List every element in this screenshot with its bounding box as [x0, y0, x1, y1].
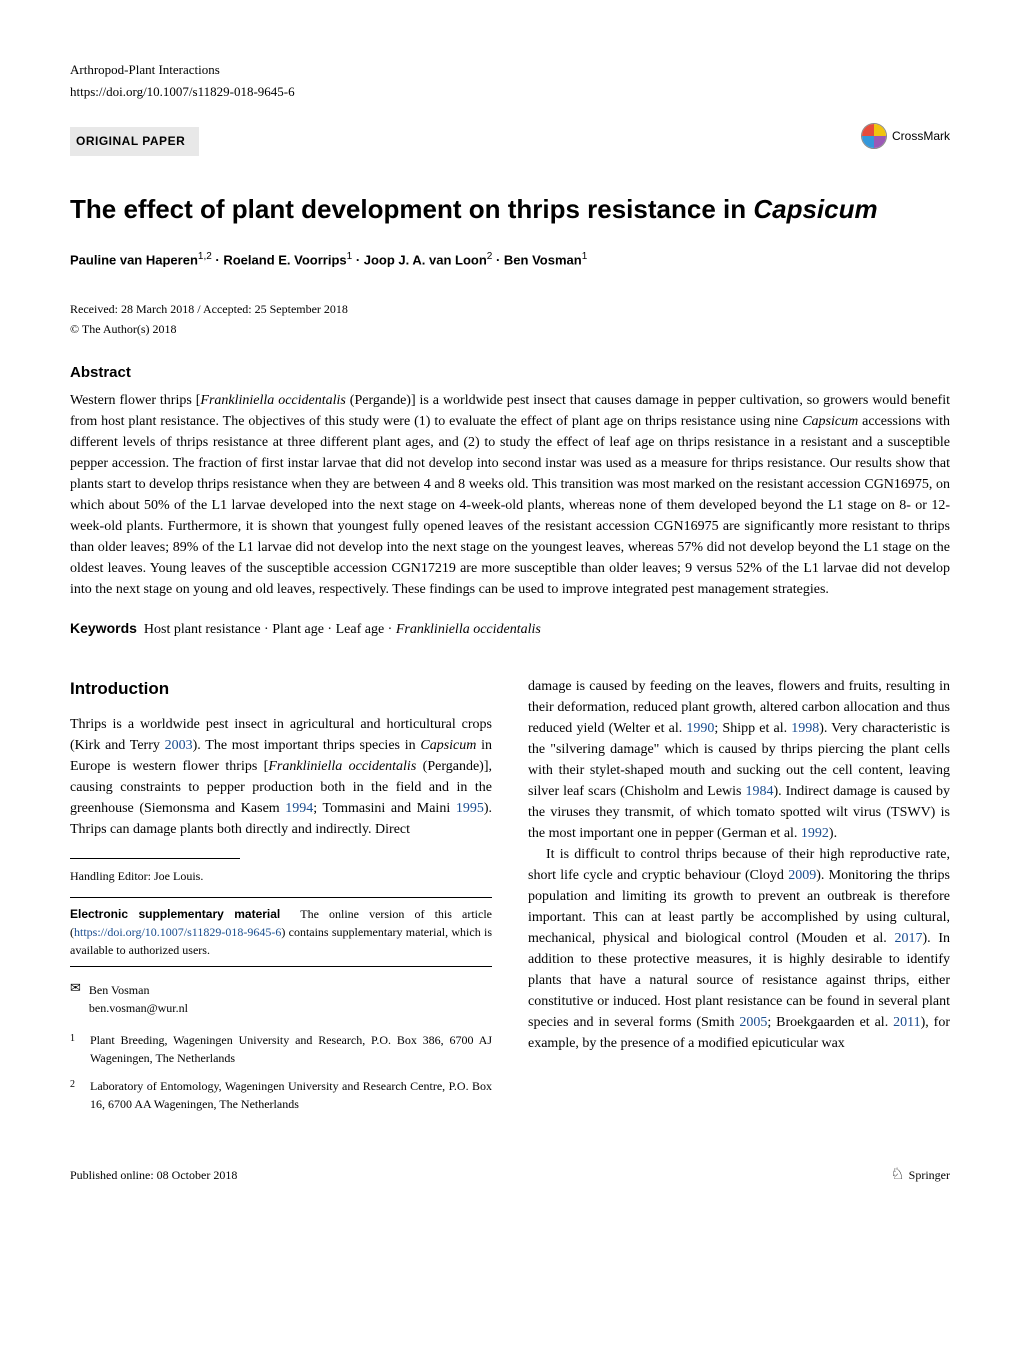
published-online: Published online: 08 October 2018 [70, 1166, 237, 1184]
two-column-body: Introduction Thrips is a worldwide pest … [70, 676, 950, 1123]
keywords-text: Host plant resistance · Plant age · Leaf… [144, 622, 541, 637]
introduction-heading: Introduction [70, 676, 492, 702]
abstract-heading: Abstract [70, 362, 950, 385]
intro-para-right-1: damage is caused by feeding on the leave… [528, 676, 950, 844]
aff-text-2: Laboratory of Entomology, Wageningen Uni… [90, 1077, 492, 1113]
received-accepted-dates: Received: 28 March 2018 / Accepted: 25 S… [70, 300, 950, 318]
corr-author-email[interactable]: ben.vosman@wur.nl [89, 999, 188, 1017]
crossmark-icon [861, 123, 887, 149]
crossmark-badge[interactable]: CrossMark [861, 123, 950, 156]
author-list: Pauline van Haperen1,2 · Roeland E. Voor… [70, 249, 950, 270]
divider [70, 858, 240, 859]
correspondence: ✉ Ben Vosman ben.vosman@wur.nl [70, 981, 492, 1017]
supp-label: Electronic supplementary material [70, 907, 280, 921]
affiliation-2: 2 Laboratory of Entomology, Wageningen U… [70, 1077, 492, 1113]
doi-link[interactable]: https://doi.org/10.1007/s11829-018-9645-… [70, 82, 950, 102]
crossmark-label: CrossMark [892, 127, 950, 145]
keywords-line: Keywords Host plant resistance · Plant a… [70, 618, 950, 640]
publisher-name: Springer [909, 1166, 950, 1184]
affiliation-1: 1 Plant Breeding, Wageningen University … [70, 1031, 492, 1067]
supp-link[interactable]: https://doi.org/10.1007/s11829-018-9645-… [74, 925, 281, 939]
envelope-icon: ✉ [70, 981, 81, 1017]
supplementary-box: Electronic supplementary material The on… [70, 897, 492, 967]
article-title: The effect of plant development on thrip… [70, 190, 950, 229]
paper-type-label: ORIGINAL PAPER [76, 134, 185, 148]
page-footer: Published online: 08 October 2018 ♘ Spri… [70, 1163, 950, 1187]
springer-horse-icon: ♘ [890, 1163, 904, 1187]
intro-para-right-2: It is difficult to control thrips becaus… [528, 844, 950, 1054]
aff-text-1: Plant Breeding, Wageningen University an… [90, 1031, 492, 1067]
paper-type-badge: ORIGINAL PAPER [70, 127, 199, 156]
intro-para-left: Thrips is a worldwide pest insect in agr… [70, 714, 492, 840]
journal-name: Arthropod-Plant Interactions [70, 60, 950, 80]
aff-num-2: 2 [70, 1077, 80, 1113]
aff-num-1: 1 [70, 1031, 80, 1067]
corr-author-name: Ben Vosman [89, 981, 188, 999]
copyright-line: © The Author(s) 2018 [70, 320, 950, 338]
right-column: damage is caused by feeding on the leave… [528, 676, 950, 1123]
left-column: Introduction Thrips is a worldwide pest … [70, 676, 492, 1123]
handling-editor: Handling Editor: Joe Louis. [70, 867, 492, 885]
abstract-body: Western flower thrips [Frankliniella occ… [70, 390, 950, 600]
keywords-label: Keywords [70, 620, 137, 636]
publisher-logo: ♘ Springer [890, 1163, 950, 1187]
